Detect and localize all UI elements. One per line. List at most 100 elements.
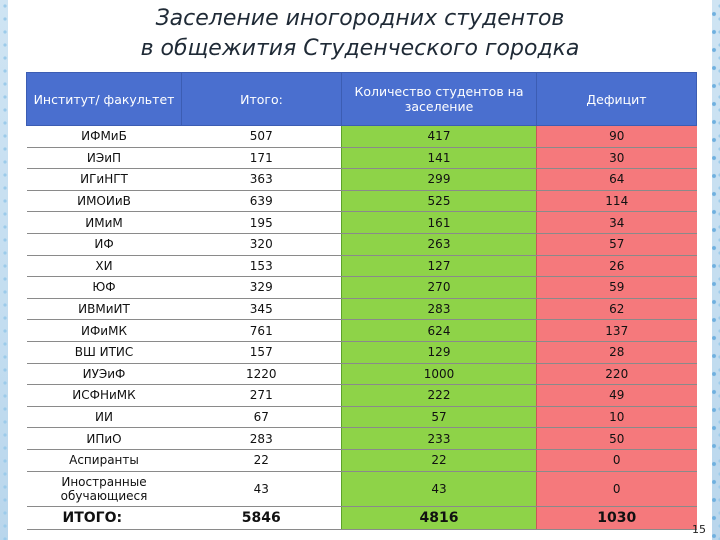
cell-count: 43 bbox=[341, 471, 537, 507]
cell-total: 329 bbox=[181, 276, 342, 299]
cell-deficit: 137 bbox=[536, 319, 697, 342]
cell-total: 157 bbox=[181, 341, 342, 364]
slide-title-line1: Заселение иногородних студентов bbox=[155, 6, 565, 31]
cell-institute: ИСФНиМК bbox=[26, 384, 182, 407]
cell-institute: ИФиМК bbox=[26, 319, 182, 342]
table-row: ИФМиБ 507 417 90 bbox=[26, 125, 697, 148]
cell-deficit: 34 bbox=[536, 211, 697, 234]
cell-deficit: 28 bbox=[536, 341, 697, 364]
cell-deficit: 49 bbox=[536, 384, 697, 407]
cell-total: 761 bbox=[181, 319, 342, 342]
cell-institute: Аспиранты bbox=[26, 449, 182, 472]
cell-total: 43 bbox=[181, 471, 342, 507]
cell-deficit: 62 bbox=[536, 298, 697, 321]
cell-total: 363 bbox=[181, 168, 342, 191]
cell-deficit: 59 bbox=[536, 276, 697, 299]
cell-total: 171 bbox=[181, 147, 342, 170]
cell-total: 67 bbox=[181, 406, 342, 429]
students-table: Институт/ факультет Итого: Количество ст… bbox=[26, 72, 697, 530]
cell-deficit: 26 bbox=[536, 255, 697, 278]
cell-count: 129 bbox=[341, 341, 537, 364]
table-row: ИМОИиВ 639 525 114 bbox=[26, 190, 697, 213]
table-header-row: Институт/ факультет Итого: Количество ст… bbox=[26, 72, 697, 126]
cell-count: 417 bbox=[341, 125, 537, 148]
cell-deficit: 64 bbox=[536, 168, 697, 191]
cell-total: 507 bbox=[181, 125, 342, 148]
cell-deficit: 90 bbox=[536, 125, 697, 148]
cell-total: 320 bbox=[181, 233, 342, 256]
cell-total: 639 bbox=[181, 190, 342, 213]
cell-deficit: 114 bbox=[536, 190, 697, 213]
header-count: Количество студентов на заселение bbox=[341, 72, 537, 126]
table-row: ИГиНГТ 363 299 64 bbox=[26, 168, 697, 191]
cell-count: 141 bbox=[341, 147, 537, 170]
table-row: ИФ 320 263 57 bbox=[26, 233, 697, 256]
page-number: 15 bbox=[692, 523, 706, 536]
cell-institute: ИИ bbox=[26, 406, 182, 429]
table-row: ИЭиП 171 141 30 bbox=[26, 147, 697, 170]
cell-count: 299 bbox=[341, 168, 537, 191]
cell-count: 22 bbox=[341, 449, 537, 472]
table-row: Иностранные обучающиеся 43 43 0 bbox=[26, 471, 697, 507]
cell-institute: ИЭиП bbox=[26, 147, 182, 170]
table-row: ИПиО 283 233 50 bbox=[26, 427, 697, 450]
summary-institute: ИТОГО: bbox=[26, 506, 182, 530]
cell-total: 345 bbox=[181, 298, 342, 321]
cell-deficit: 0 bbox=[536, 449, 697, 472]
table-row: ИИ 67 57 10 bbox=[26, 406, 697, 429]
cell-deficit: 10 bbox=[536, 406, 697, 429]
cell-deficit: 220 bbox=[536, 363, 697, 386]
header-institute: Институт/ факультет bbox=[26, 72, 182, 126]
slide-title-line2: в общежития Студенческого городка bbox=[140, 36, 580, 61]
cell-institute: ИМОИиВ bbox=[26, 190, 182, 213]
cell-count: 624 bbox=[341, 319, 537, 342]
cell-institute: ИУЭиФ bbox=[26, 363, 182, 386]
table-row: ВШ ИТИС 157 129 28 bbox=[26, 341, 697, 364]
table-body: ИФМиБ 507 417 90 ИЭиП 171 141 30 ИГиНГТ 363 299 64 И… bbox=[26, 125, 697, 530]
cell-count: 1000 bbox=[341, 363, 537, 386]
summary-total: 5846 bbox=[181, 506, 342, 530]
table-row: ИВМиИТ 345 283 62 bbox=[26, 298, 697, 321]
cell-deficit: 30 bbox=[536, 147, 697, 170]
cell-count: 127 bbox=[341, 255, 537, 278]
cell-deficit: 50 bbox=[536, 427, 697, 450]
cell-institute: ХИ bbox=[26, 255, 182, 278]
cell-count: 270 bbox=[341, 276, 537, 299]
table-row: ИМиМ 195 161 34 bbox=[26, 211, 697, 234]
cell-count: 161 bbox=[341, 211, 537, 234]
summary-count: 4816 bbox=[341, 506, 537, 530]
cell-institute: ИФМиБ bbox=[26, 125, 182, 148]
table-row: ЮФ 329 270 59 bbox=[26, 276, 697, 299]
cell-total: 153 bbox=[181, 255, 342, 278]
cell-total: 195 bbox=[181, 211, 342, 234]
cell-count: 233 bbox=[341, 427, 537, 450]
cell-count: 283 bbox=[341, 298, 537, 321]
cell-institute: ИФ bbox=[26, 233, 182, 256]
cell-institute: ИВМиИТ bbox=[26, 298, 182, 321]
cell-count: 525 bbox=[341, 190, 537, 213]
cell-count: 263 bbox=[341, 233, 537, 256]
summary-deficit: 1030 bbox=[536, 506, 697, 530]
cell-total: 271 bbox=[181, 384, 342, 407]
cell-count: 57 bbox=[341, 406, 537, 429]
table-row: ИУЭиФ 1220 1000 220 bbox=[26, 363, 697, 386]
cell-deficit: 57 bbox=[536, 233, 697, 256]
cell-institute: Иностранные обучающиеся bbox=[26, 471, 182, 507]
table-row: ИСФНиМК 271 222 49 bbox=[26, 384, 697, 407]
cell-count: 222 bbox=[341, 384, 537, 407]
summary-row: ИТОГО: 5846 4816 1030 bbox=[26, 506, 697, 530]
table-row: Аспиранты 22 22 0 bbox=[26, 449, 697, 472]
cell-institute: ИМиМ bbox=[26, 211, 182, 234]
cell-institute: ВШ ИТИС bbox=[26, 341, 182, 364]
cell-total: 22 bbox=[181, 449, 342, 472]
table-row: ХИ 153 127 26 bbox=[26, 255, 697, 278]
cell-institute: ЮФ bbox=[26, 276, 182, 299]
header-total: Итого: bbox=[181, 72, 342, 126]
cell-deficit: 0 bbox=[536, 471, 697, 507]
cell-total: 1220 bbox=[181, 363, 342, 386]
cell-institute: ИПиО bbox=[26, 427, 182, 450]
cell-total: 283 bbox=[181, 427, 342, 450]
header-deficit: Дефицит bbox=[536, 72, 697, 126]
table-row: ИФиМК 761 624 137 bbox=[26, 319, 697, 342]
cell-institute: ИГиНГТ bbox=[26, 168, 182, 191]
